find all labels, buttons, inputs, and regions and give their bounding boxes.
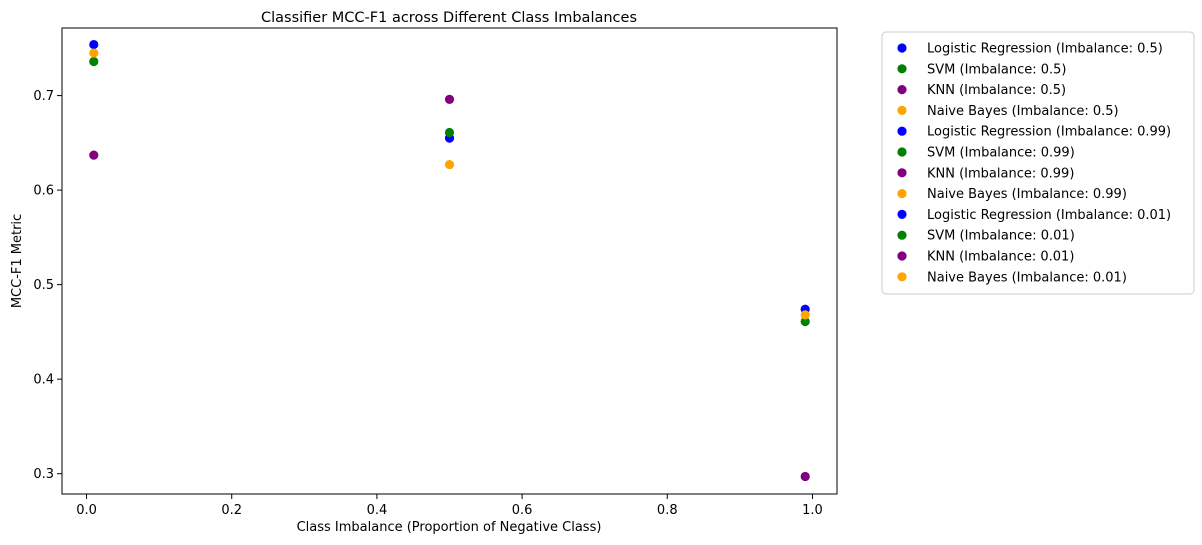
legend-label: KNN (Imbalance: 0.01) (927, 250, 1074, 265)
legend-label: Logistic Regression (Imbalance: 0.99) (927, 125, 1171, 140)
legend-label: Naive Bayes (Imbalance: 0.01) (927, 270, 1127, 285)
legend-label: KNN (Imbalance: 0.99) (927, 166, 1074, 181)
x-tick-label: 0.0 (76, 503, 97, 518)
y-tick-label: 0.4 (33, 373, 54, 388)
plot-area (61, 27, 838, 495)
data-point (800, 316, 810, 327)
data-point (444, 127, 455, 138)
data-points (89, 39, 810, 482)
y-tick-label: 0.5 (33, 278, 54, 293)
data-point (800, 310, 810, 320)
legend-marker (897, 43, 907, 53)
x-axis-label: Class Imbalance (Proportion of Negative … (297, 520, 602, 535)
legend-marker (897, 126, 907, 136)
chart-title: Classifier MCC-F1 across Different Class… (261, 10, 637, 26)
legend-label: Naive Bayes (Imbalance: 0.5) (927, 104, 1119, 119)
legend-marker (897, 168, 907, 178)
legend-label: SVM (Imbalance: 0.5) (927, 62, 1067, 77)
x-tick-label: 0.8 (657, 503, 678, 518)
y-tick-label: 0.3 (33, 467, 54, 482)
legend-frame (881, 31, 1195, 295)
data-point (444, 159, 455, 170)
x-tick-label: 0.2 (221, 503, 242, 518)
data-point (444, 94, 455, 104)
legend: Logistic Regression (Imbalance: 0.5) SVM … (881, 31, 1195, 295)
data-point (800, 471, 810, 482)
legend-label: Logistic Regression (Imbalance: 0.01) (927, 208, 1171, 223)
y-tick-label: 0.6 (33, 184, 54, 199)
y-tick-label: 0.7 (33, 89, 54, 104)
x-tick-label: 0.4 (367, 503, 388, 518)
legend-label: KNN (Imbalance: 0.5) (927, 83, 1066, 98)
legend-marker (897, 189, 907, 199)
legend-marker (897, 272, 907, 282)
legend-label: Naive Bayes (Imbalance: 0.99) (927, 187, 1127, 202)
x-tick-label: 1.0 (802, 503, 823, 518)
x-axis-ticks: 0.0 0.2 0.4 0.6 0.8 1.0 (76, 494, 823, 518)
legend-marker (897, 105, 907, 115)
y-axis-ticks: 0.3 0.4 0.5 0.6 0.7 (33, 89, 62, 482)
data-point (89, 150, 99, 160)
legend-marker (897, 64, 907, 74)
legend-label: Logistic Regression (Imbalance: 0.5) (927, 42, 1163, 57)
legend-marker (897, 85, 907, 95)
legend-marker (897, 209, 907, 219)
legend-label: SVM (Imbalance: 0.99) (927, 146, 1075, 161)
legend-marker (897, 147, 907, 157)
legend-items: Logistic Regression (Imbalance: 0.5) SVM … (897, 42, 1171, 285)
legend-label: SVM (Imbalance: 0.01) (927, 229, 1075, 244)
x-tick-label: 0.6 (512, 503, 533, 518)
data-point (89, 48, 99, 58)
legend-marker (897, 230, 907, 240)
data-point (89, 56, 99, 67)
y-axis-label: MCC-F1 Metric (10, 214, 25, 308)
legend-marker (897, 251, 907, 261)
data-point (89, 39, 99, 50)
